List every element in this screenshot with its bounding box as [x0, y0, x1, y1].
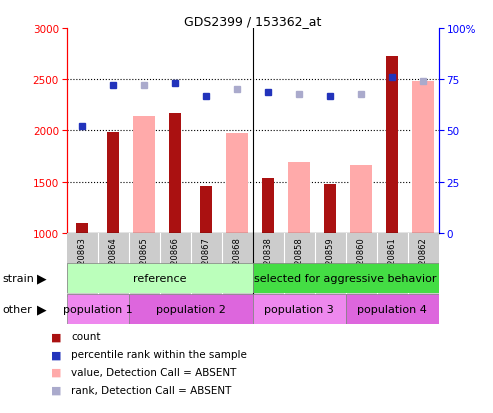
- Bar: [413, 82, 434, 233]
- Title: GDS2399 / 153362_at: GDS2399 / 153362_at: [184, 15, 321, 28]
- Text: GSM120862: GSM120862: [419, 237, 428, 287]
- Text: selected for aggressive behavior: selected for aggressive behavior: [254, 273, 437, 283]
- Bar: [252, 263, 439, 293]
- Bar: [169, 113, 181, 233]
- Text: population 1: population 1: [63, 304, 133, 314]
- Bar: [324, 184, 336, 233]
- Text: population 2: population 2: [156, 304, 226, 314]
- Bar: [262, 178, 275, 233]
- Bar: [67, 263, 252, 293]
- Text: ■: ■: [51, 385, 62, 395]
- Text: rank, Detection Call = ABSENT: rank, Detection Call = ABSENT: [71, 385, 232, 395]
- Bar: [288, 163, 310, 233]
- Text: strain: strain: [2, 273, 35, 283]
- Bar: [133, 116, 155, 233]
- Text: ■: ■: [51, 332, 62, 342]
- Text: GSM120859: GSM120859: [326, 237, 335, 287]
- Text: GSM120860: GSM120860: [357, 237, 366, 287]
- Text: GSM120865: GSM120865: [140, 237, 148, 287]
- Bar: [351, 165, 372, 233]
- Bar: [76, 223, 88, 233]
- Text: ▶: ▶: [37, 303, 47, 316]
- Bar: [226, 134, 248, 233]
- Text: percentile rank within the sample: percentile rank within the sample: [71, 349, 247, 359]
- Text: ▶: ▶: [37, 272, 47, 285]
- Bar: [200, 187, 212, 233]
- Text: value, Detection Call = ABSENT: value, Detection Call = ABSENT: [71, 367, 237, 377]
- Bar: [346, 294, 439, 324]
- Text: GSM120838: GSM120838: [264, 237, 273, 287]
- Bar: [386, 57, 398, 233]
- Text: GSM120868: GSM120868: [233, 237, 242, 287]
- Text: GSM120867: GSM120867: [202, 237, 211, 287]
- Text: ■: ■: [51, 367, 62, 377]
- Bar: [252, 294, 346, 324]
- Text: other: other: [2, 304, 32, 314]
- Text: reference: reference: [133, 273, 186, 283]
- Text: ■: ■: [51, 349, 62, 359]
- Text: count: count: [71, 332, 101, 342]
- Bar: [67, 294, 129, 324]
- Text: GSM120866: GSM120866: [171, 237, 179, 287]
- Text: population 3: population 3: [264, 304, 334, 314]
- Bar: [107, 133, 119, 233]
- Text: population 4: population 4: [357, 304, 427, 314]
- Text: GSM120858: GSM120858: [295, 237, 304, 287]
- Bar: [129, 294, 252, 324]
- Text: GSM120861: GSM120861: [387, 237, 397, 287]
- Text: GSM120864: GSM120864: [108, 237, 118, 287]
- Text: GSM120863: GSM120863: [77, 237, 87, 287]
